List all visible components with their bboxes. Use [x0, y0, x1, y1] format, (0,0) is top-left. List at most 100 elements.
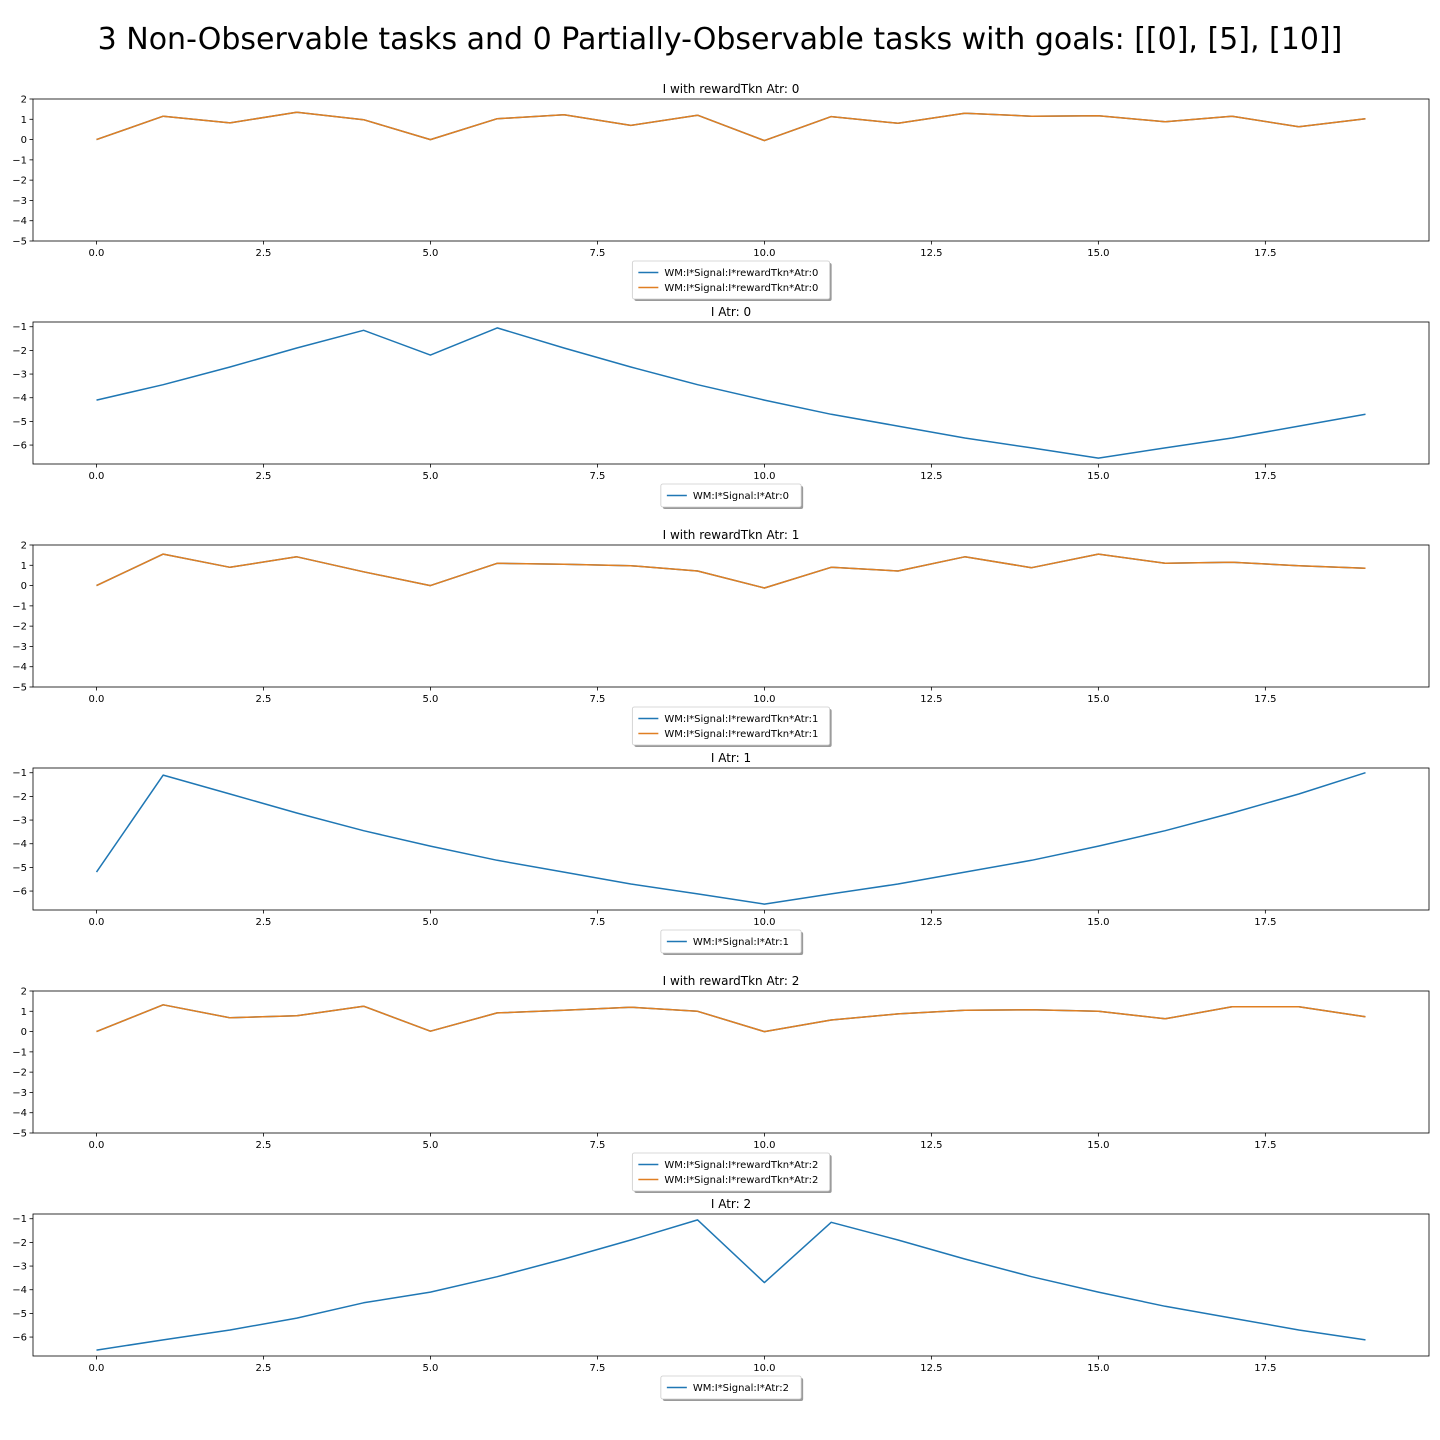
y-tick-label: −2	[12, 1068, 27, 1079]
legend-entry: WM:I*Signal:I*rewardTkn*Atr:0	[664, 268, 818, 279]
x-tick-label: 15.0	[1087, 471, 1109, 482]
series-line-0	[96, 1004, 1366, 1033]
y-tick-label: −4	[12, 393, 27, 404]
x-tick-label: 10.0	[753, 917, 775, 928]
y-tick-label: −2	[12, 622, 27, 633]
x-tick-label: 17.5	[1254, 248, 1276, 259]
legend-box	[631, 1152, 831, 1192]
x-tick-label: 2.5	[255, 1140, 271, 1151]
x-tick-label: 15.0	[1087, 1140, 1109, 1151]
subplot-title: I Atr: 1	[711, 751, 751, 765]
x-tick-label: 12.5	[920, 1363, 942, 1374]
x-tick-label: 2.5	[255, 917, 271, 928]
x-tick-label: 0.0	[89, 917, 105, 928]
y-tick-label: −4	[12, 662, 27, 673]
subplot-3: I Atr: 1 0.0 2.5 5.0 7.5 10.0 12.5 15.0 17.5 −1 −2…	[12, 751, 1430, 955]
x-tick-label: 15.0	[1087, 248, 1109, 259]
y-tick-label: −3	[12, 196, 27, 207]
y-tick-label: −4	[12, 216, 27, 227]
x-tick-label: 2.5	[255, 1363, 271, 1374]
series-line-0	[96, 111, 1366, 142]
subplot-0: I with rewardTkn Atr: 0 0.0 2.5 5.0 7.5 10.0 1…	[12, 82, 1430, 301]
x-tick-label: 5.0	[422, 694, 438, 705]
y-tick-label: −1	[12, 768, 27, 779]
y-tick-label: −5	[12, 1129, 27, 1140]
subplot-5: I Atr: 2 0.0 2.5 5.0 7.5 10.0 12.5 15.0 17.5 −1 −2…	[12, 1197, 1430, 1401]
x-tick-label: 7.5	[589, 471, 605, 482]
x-tick-label: 10.0	[753, 248, 775, 259]
x-tick-label: 12.5	[920, 694, 942, 705]
y-tick-label: −5	[12, 237, 27, 248]
y-tick-label: −2	[12, 176, 27, 187]
x-tick-label: 0.0	[89, 694, 105, 705]
series-line-0	[96, 327, 1366, 459]
x-tick-label: 2.5	[255, 471, 271, 482]
legend: WM:I*Signal:I*rewardTkn*Atr:2 WM:I*Signal…	[631, 1152, 832, 1193]
y-tick-label: −6	[12, 1333, 27, 1344]
x-tick-label: 10.0	[753, 471, 775, 482]
x-tick-label: 0.0	[89, 248, 105, 259]
y-tick-label: 0	[21, 135, 27, 146]
axes-frame	[32, 1213, 1430, 1357]
y-tick-label: −2	[12, 792, 27, 803]
y-tick-label: −6	[12, 441, 27, 452]
y-tick-label: −4	[12, 1285, 27, 1296]
x-tick-label: 15.0	[1087, 917, 1109, 928]
y-tick-label: −1	[12, 1214, 27, 1225]
x-tick-label: 12.5	[920, 1140, 942, 1151]
axes-frame	[32, 98, 1430, 242]
x-tick-label: 7.5	[589, 1140, 605, 1151]
x-tick-label: 17.5	[1254, 471, 1276, 482]
legend: WM:I*Signal:I*Atr:1	[660, 929, 804, 955]
x-tick-label: 10.0	[753, 1140, 775, 1151]
x-tick-label: 17.5	[1254, 1363, 1276, 1374]
series-line-1	[96, 111, 1366, 142]
legend-box	[660, 483, 802, 508]
x-tick-label: 0.0	[89, 1363, 105, 1374]
x-tick-label: 15.0	[1087, 1363, 1109, 1374]
x-tick-label: 17.5	[1254, 694, 1276, 705]
y-tick-label: 0	[21, 1027, 27, 1038]
y-tick-label: −1	[12, 601, 27, 612]
x-tick-label: 12.5	[920, 471, 942, 482]
y-tick-label: −4	[12, 839, 27, 850]
x-tick-label: 0.0	[89, 471, 105, 482]
y-tick-label: 0	[21, 581, 27, 592]
y-tick-label: 1	[21, 561, 27, 572]
legend-entry: WM:I*Signal:I*Atr:1	[693, 937, 789, 948]
legend-entry: WM:I*Signal:I*rewardTkn*Atr:2	[664, 1160, 818, 1171]
subplot-title: I Atr: 2	[711, 1197, 751, 1211]
legend-entry: WM:I*Signal:I*rewardTkn*Atr:2	[664, 1175, 818, 1186]
legend: WM:I*Signal:I*rewardTkn*Atr:1 WM:I*Signal…	[631, 706, 832, 747]
subplot-2: I with rewardTkn Atr: 1 0.0 2.5 5.0 7.5 10.0 1…	[12, 528, 1430, 747]
legend-entry: WM:I*Signal:I*Atr:2	[693, 1383, 789, 1394]
x-tick-label: 17.5	[1254, 1140, 1276, 1151]
y-tick-label: −5	[12, 1309, 27, 1320]
x-tick-label: 7.5	[589, 917, 605, 928]
x-tick-label: 7.5	[589, 248, 605, 259]
axes-frame	[32, 544, 1430, 688]
x-tick-label: 5.0	[422, 471, 438, 482]
subplot-title: I Atr: 0	[711, 305, 751, 319]
y-tick-label: −3	[12, 1088, 27, 1099]
subplot-1: I Atr: 0 0.0 2.5 5.0 7.5 10.0 12.5 15.0 17.5 −1 −2…	[12, 305, 1430, 509]
y-tick-label: −1	[12, 155, 27, 166]
legend-box	[631, 706, 831, 746]
y-tick-label: −3	[12, 1262, 27, 1273]
y-tick-label: −1	[12, 1047, 27, 1058]
x-tick-label: 7.5	[589, 694, 605, 705]
legend-entry: WM:I*Signal:I*rewardTkn*Atr:1	[664, 714, 818, 725]
y-tick-label: −4	[12, 1108, 27, 1119]
axes-frame	[32, 321, 1430, 465]
subplot-title: I with rewardTkn Atr: 1	[663, 528, 800, 542]
legend-entry: WM:I*Signal:I*rewardTkn*Atr:1	[664, 729, 818, 740]
y-tick-label: −3	[12, 370, 27, 381]
axes-frame	[32, 990, 1430, 1134]
legend-box	[660, 1375, 802, 1400]
x-tick-label: 7.5	[589, 1363, 605, 1374]
y-tick-label: −5	[12, 417, 27, 428]
y-tick-label: −6	[12, 887, 27, 898]
subplot-title: I with rewardTkn Atr: 0	[663, 82, 800, 96]
y-tick-label: −5	[12, 683, 27, 694]
